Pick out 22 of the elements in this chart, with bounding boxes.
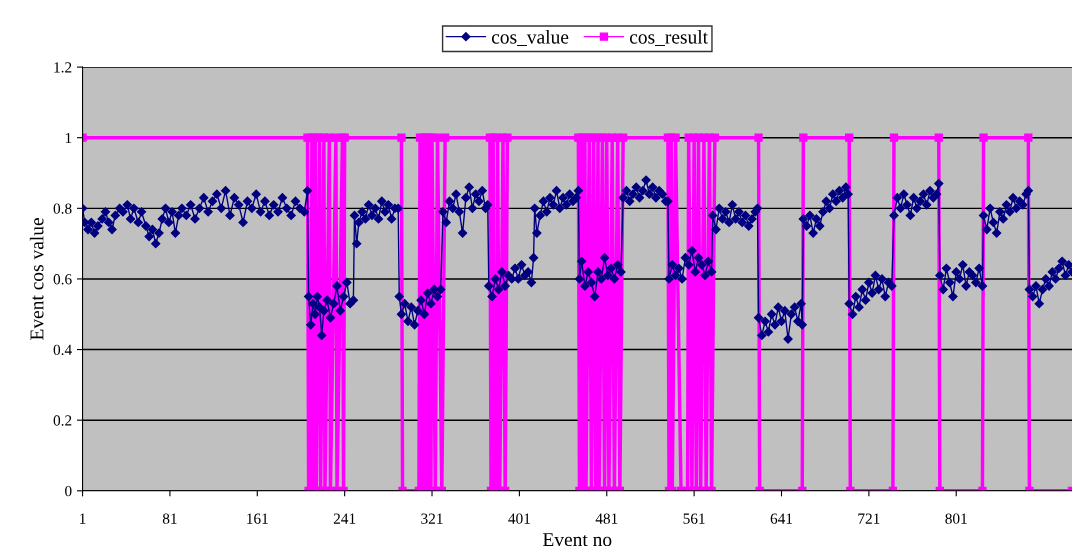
x-tick-label: 481 (595, 513, 618, 524)
legend-label: cos_value (491, 29, 569, 46)
x-axis-title: Event no (543, 533, 612, 547)
x-tick-label: 721 (858, 513, 880, 524)
y-tick-label: 0.2 (53, 415, 72, 426)
y-tick-label: 0.4 (53, 344, 72, 356)
x-tick-label: 1 (80, 513, 86, 524)
x-tick-label: 561 (683, 513, 705, 524)
y-tick-label: 1.2 (54, 62, 72, 73)
y-tick-label: 1 (65, 132, 72, 143)
x-tick-label: 801 (945, 513, 967, 524)
x-tick-label: 81 (162, 513, 177, 524)
x-tick-label: 241 (333, 513, 356, 524)
x-tick-label: 161 (247, 513, 268, 524)
x-tick-label: 401 (508, 513, 530, 524)
x-tick-label: 321 (421, 513, 443, 524)
y-axis-title: Event cos value (29, 218, 44, 340)
y-tick-label: 0 (65, 485, 72, 497)
y-tick-label: 0.6 (53, 274, 72, 285)
legend-label: cos_result (629, 29, 708, 46)
x-tick-label: 641 (770, 513, 793, 524)
y-tick-label: 0.8 (53, 203, 72, 214)
